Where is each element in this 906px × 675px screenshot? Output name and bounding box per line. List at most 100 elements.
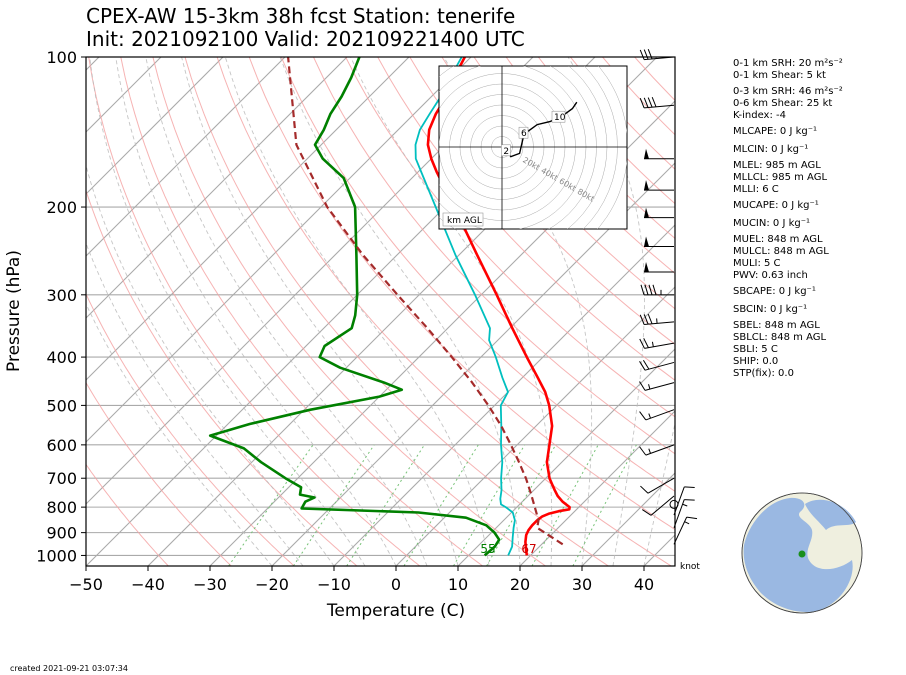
x-tick-label: −30	[193, 575, 227, 594]
isotherm-line	[86, 57, 286, 257]
wind-barb	[639, 444, 675, 456]
y-tick-label: 500	[46, 396, 77, 415]
x-tick-label: −10	[317, 575, 351, 594]
index-line: 0-1 km SRH: 20 m²s⁻²	[733, 58, 843, 69]
globe-locator	[741, 492, 863, 614]
created-timestamp: created 2021-09-21 03:07:34	[10, 664, 128, 673]
isotherm-line	[86, 57, 472, 443]
moist-adiabat	[89, 57, 366, 566]
temperature-profile	[426, 57, 571, 556]
index-line: MUCIN: 0 J kg⁻¹	[733, 218, 810, 229]
isotherm-line	[457, 348, 675, 566]
mixing-ratio-line	[292, 444, 375, 566]
wind-barb	[644, 180, 674, 191]
hodograph-frame	[438, 65, 628, 230]
moist-adiabat	[86, 302, 273, 566]
moist-adiabat	[443, 57, 593, 566]
barb-full	[647, 313, 653, 325]
barb-half	[648, 448, 651, 454]
index-line: MLEL: 985 m AGL	[733, 160, 821, 171]
y-tick-label: 900	[46, 524, 77, 543]
wind-barb	[640, 284, 674, 296]
y-tick-label: 200	[46, 198, 77, 217]
mixing-ratio-line	[572, 444, 637, 566]
dry-adiabat	[216, 57, 672, 566]
hodograph-height-label: 6	[521, 129, 527, 139]
barb-staff	[644, 56, 675, 61]
dry-adiabat	[377, 57, 675, 381]
index-line: MLCAPE: 0 J kg⁻¹	[733, 126, 817, 137]
moist-adiabat	[567, 57, 645, 566]
wind-barbs	[639, 49, 698, 545]
moist-adiabat	[181, 57, 459, 566]
barb-staff	[644, 342, 675, 349]
index-line: 0-3 km SRH: 46 m²s⁻²	[733, 86, 843, 97]
wind-barb	[673, 499, 695, 528]
mixing-ratio-line	[228, 444, 314, 566]
moist-adiabat	[350, 57, 553, 566]
hodograph-height-box	[518, 126, 529, 139]
moist-adiabat	[224, 57, 490, 566]
index-line: 0-6 km Shear: 25 kt	[733, 98, 832, 109]
dry-adiabat	[473, 57, 675, 275]
barb-half	[682, 503, 688, 507]
chart-title-line1: CPEX-AW 15-3km 38h fcst Station: tenerif…	[86, 4, 515, 28]
moist-adiabat	[643, 421, 675, 566]
wind-barb	[644, 148, 674, 160]
parcel-profile	[287, 57, 564, 546]
plot-frame	[85, 56, 676, 567]
wind-barb	[640, 477, 675, 494]
x-tick-label: 30	[572, 575, 592, 594]
wind-barb	[642, 495, 675, 516]
barb-full	[686, 516, 698, 520]
barb-half	[651, 341, 654, 347]
wind-barb	[644, 262, 674, 273]
stability-indices: 0-1 km SRH: 20 m²s⁻²0-1 km Shear: 5 kt 0-…	[733, 58, 843, 379]
y-tick-label: 400	[46, 348, 77, 367]
isotherm-line	[86, 57, 410, 381]
mixing-ratio-line	[403, 444, 479, 566]
y-axis: 100 200 300 400 500 600 700 800 900 1000	[36, 48, 86, 565]
isotherm-line	[209, 100, 675, 566]
barb-staff	[673, 486, 685, 516]
index-line: SBEL: 848 m AGL	[733, 320, 820, 331]
x-tick-label: 0	[391, 575, 401, 594]
dry-adiabat	[86, 189, 358, 566]
index-line: MUCAPE: 0 J kg⁻¹	[733, 200, 819, 211]
hodograph-height-box	[551, 110, 566, 123]
barb-half	[648, 384, 651, 390]
moist-adiabat	[86, 242, 304, 566]
dry-adiabat	[86, 381, 232, 566]
barb-flag	[644, 180, 649, 191]
sounding-profiles	[208, 57, 571, 557]
isotherm-line	[519, 410, 675, 566]
wind-barb	[639, 409, 675, 421]
index-line: MLCIN: 0 J kg⁻¹	[733, 144, 808, 155]
dry-adiabat	[184, 57, 609, 566]
mixing-ratio-line	[531, 444, 599, 566]
dry-adiabat	[248, 57, 675, 531]
y-tick-label: 700	[46, 469, 77, 488]
index-line: MULI: 5 C	[733, 258, 781, 269]
wind-barb	[639, 96, 675, 109]
isotherm-line	[271, 162, 675, 566]
barb-staff	[647, 477, 675, 494]
barb-full	[639, 314, 645, 325]
barb-staff	[644, 104, 675, 109]
barb-half	[648, 413, 651, 419]
barb-half	[684, 521, 690, 525]
dry-adiabat	[409, 57, 675, 345]
index-line: SBCAPE: 0 J kg⁻¹	[733, 286, 816, 297]
y-axis-label: Pressure (hPa)	[4, 250, 24, 372]
index-line: MULCL: 848 m AGL	[733, 246, 829, 257]
y-tick-label: 600	[46, 436, 77, 455]
x-tick-label: −20	[255, 575, 289, 594]
barb-full	[648, 284, 653, 295]
mixing-ratio-line	[453, 444, 526, 566]
barb-flag	[644, 262, 649, 273]
dry-adiabat	[441, 57, 675, 310]
barb-full	[643, 49, 649, 60]
wind-barb	[673, 516, 698, 545]
y-tick-label: 300	[46, 286, 77, 305]
wind-barb	[673, 486, 695, 516]
